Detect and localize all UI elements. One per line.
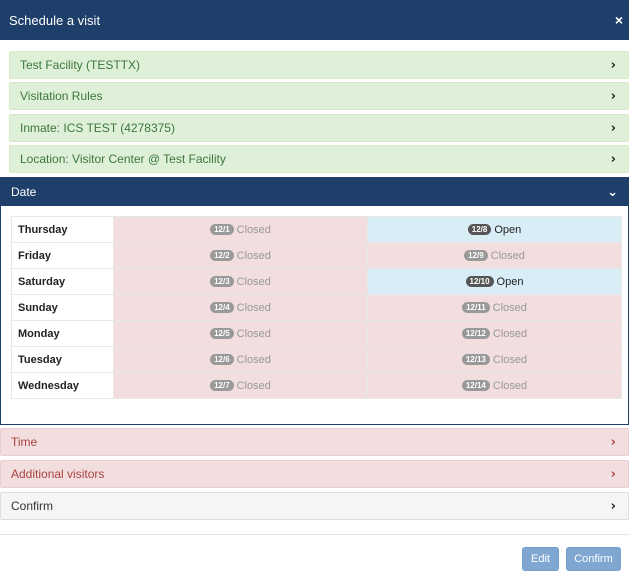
- day-name: Tuesday: [11, 346, 114, 373]
- date-slot-closed[interactable]: 12/1 Closed: [113, 216, 368, 243]
- modal-title: Schedule a visit: [9, 12, 101, 28]
- slot-status: Closed: [236, 301, 271, 314]
- chevron-right-icon: ›: [610, 57, 616, 73]
- date-badge: 12/13: [461, 353, 490, 365]
- date-badge: 12/9: [464, 249, 488, 261]
- day-name: Wednesday: [11, 372, 114, 399]
- modal-header: Schedule a visit ×: [0, 0, 629, 40]
- chevron-right-icon: ›: [610, 466, 616, 482]
- step-visitation-rules-label: Visitation Rules: [20, 89, 103, 103]
- date-badge: 12/6: [210, 353, 234, 365]
- date-row: Sunday 12/4 Closed 12/11 Closed: [11, 294, 622, 321]
- step-additional-visitors[interactable]: Additional visitors ›: [0, 460, 629, 488]
- step-confirm-label: Confirm: [11, 499, 54, 513]
- chevron-right-icon: ›: [610, 498, 616, 514]
- date-row: Monday 12/5 Closed 12/12 Closed: [11, 320, 622, 347]
- slot-status: Closed: [236, 327, 271, 340]
- date-badge: 12/11: [462, 301, 490, 313]
- date-row: Tuesday 12/6 Closed 12/13 Closed: [11, 346, 622, 373]
- date-badge: 12/8: [467, 223, 492, 235]
- slot-status: Closed: [236, 249, 271, 262]
- slot-status: Closed: [492, 379, 528, 392]
- chevron-right-icon: ›: [610, 120, 616, 136]
- step-location-label: Location: Visitor Center @ Test Facility: [20, 152, 226, 166]
- date-slot-closed[interactable]: 12/3 Closed: [113, 268, 368, 295]
- date-badge: 12/5: [210, 327, 234, 339]
- date-panel-header[interactable]: Date ⌄: [1, 178, 628, 206]
- date-slot-closed[interactable]: 12/5 Closed: [113, 320, 368, 347]
- step-visitation-rules[interactable]: Visitation Rules ›: [9, 82, 629, 110]
- date-row: Wednesday 12/7 Closed 12/14 Closed: [11, 372, 622, 399]
- step-inmate[interactable]: Inmate: ICS TEST (4278375) ›: [9, 114, 629, 142]
- date-slot-closed[interactable]: 12/11 Closed: [367, 294, 622, 321]
- day-name: Sunday: [11, 294, 114, 321]
- slot-status: Closed: [490, 249, 525, 262]
- date-badge: 12/10: [465, 275, 494, 287]
- step-time[interactable]: Time ›: [0, 428, 629, 456]
- step-additional-visitors-label: Additional visitors: [11, 467, 105, 481]
- date-badge: 12/3: [210, 275, 234, 287]
- day-name: Monday: [11, 320, 114, 347]
- date-badge: 12/12: [461, 327, 490, 339]
- date-panel-title: Date: [11, 185, 37, 199]
- chevron-right-icon: ›: [610, 88, 616, 104]
- step-confirm[interactable]: Confirm ›: [0, 492, 629, 520]
- slot-status: Closed: [236, 223, 271, 236]
- step-location[interactable]: Location: Visitor Center @ Test Facility…: [9, 145, 629, 173]
- date-badge: 12/7: [210, 379, 234, 391]
- slot-status: Closed: [236, 353, 271, 366]
- date-slot-closed[interactable]: 12/9 Closed: [367, 242, 622, 269]
- date-row: Friday 12/2 Closed 12/9 Closed: [11, 242, 622, 269]
- chevron-down-icon: ⌄: [607, 184, 618, 200]
- date-slot-open[interactable]: 12/8 Open: [367, 216, 622, 243]
- slot-status: Open: [494, 223, 522, 236]
- date-slot-closed[interactable]: 12/4 Closed: [113, 294, 368, 321]
- day-name: Saturday: [11, 268, 114, 295]
- day-name: Thursday: [11, 216, 114, 243]
- date-slot-open[interactable]: 12/10 Open: [367, 268, 622, 295]
- date-badge: 12/4: [210, 301, 234, 313]
- slot-status: Closed: [492, 353, 528, 366]
- date-badge: 12/14: [461, 379, 490, 391]
- date-row: Thursday 12/1 Closed 12/8 Open: [11, 216, 622, 243]
- edit-button[interactable]: Edit: [522, 547, 559, 571]
- date-slot-closed[interactable]: 12/12 Closed: [367, 320, 622, 347]
- step-facility-label: Test Facility (TESTTX): [20, 58, 141, 72]
- date-slot-closed[interactable]: 12/2 Closed: [113, 242, 368, 269]
- footer-divider: [0, 534, 629, 535]
- slot-status: Closed: [236, 379, 271, 392]
- date-slot-closed[interactable]: 12/13 Closed: [367, 346, 622, 373]
- slot-status: Closed: [492, 301, 527, 314]
- step-inmate-label: Inmate: ICS TEST (4278375): [20, 121, 175, 135]
- day-name: Friday: [11, 242, 114, 269]
- slot-status: Open: [496, 275, 524, 288]
- slot-status: Closed: [236, 275, 271, 288]
- chevron-right-icon: ›: [610, 434, 616, 450]
- date-panel: Date ⌄ Thursday 12/1 Closed 12/8 Open Friday 1…: [0, 177, 629, 425]
- step-facility[interactable]: Test Facility (TESTTX) ›: [9, 51, 629, 79]
- slot-status: Closed: [492, 327, 528, 340]
- confirm-button[interactable]: Confirm: [566, 547, 621, 571]
- close-icon[interactable]: ×: [614, 12, 623, 28]
- date-slot-closed[interactable]: 12/7 Closed: [113, 372, 368, 399]
- step-time-label: Time: [11, 435, 38, 449]
- date-slot-closed[interactable]: 12/14 Closed: [367, 372, 622, 399]
- chevron-right-icon: ›: [610, 151, 616, 167]
- date-badge: 12/2: [210, 249, 234, 261]
- date-row: Saturday 12/3 Closed 12/10 Open: [11, 268, 622, 295]
- date-table: Thursday 12/1 Closed 12/8 Open Friday 12/2 Clos…: [11, 216, 622, 399]
- date-badge: 12/1: [210, 223, 234, 235]
- date-slot-closed[interactable]: 12/6 Closed: [113, 346, 368, 373]
